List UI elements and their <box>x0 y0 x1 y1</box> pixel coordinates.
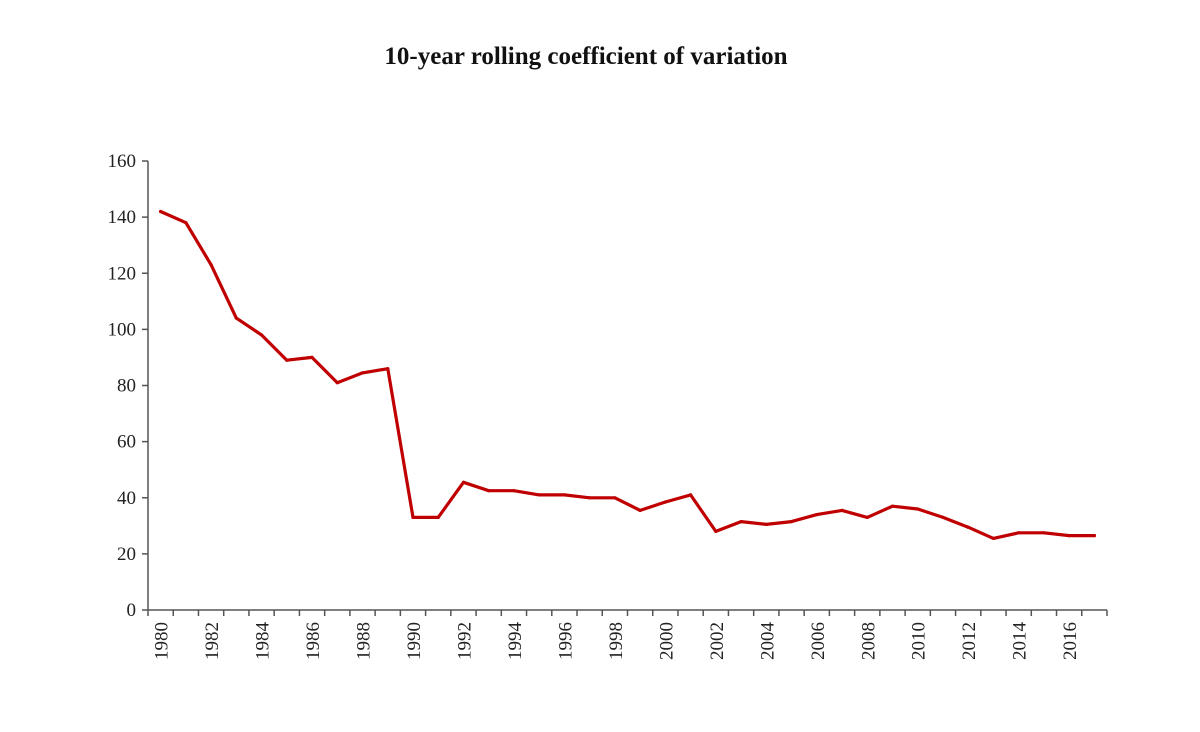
data-point <box>1042 531 1046 535</box>
chart-title: 10-year rolling coefficient of variation <box>384 43 788 70</box>
data-point <box>487 489 491 493</box>
data-point <box>714 529 718 534</box>
x-tick-label: 2004 <box>757 622 778 661</box>
data-point <box>613 496 617 500</box>
data-point <box>1017 531 1021 535</box>
data-point <box>512 489 516 493</box>
data-point <box>865 515 869 520</box>
x-tick-label: 2016 <box>1060 622 1081 660</box>
data-point <box>663 500 668 504</box>
data-point <box>335 381 339 385</box>
x-tick-label: 2006 <box>808 622 829 660</box>
data-point <box>916 507 920 511</box>
data-point <box>840 508 844 512</box>
x-tick-label: 2012 <box>959 622 980 660</box>
data-point <box>386 367 390 371</box>
data-point <box>764 522 768 527</box>
data-point <box>991 536 996 541</box>
data-point <box>562 493 567 497</box>
data-point <box>260 333 264 337</box>
x-tick-label: 1998 <box>606 622 627 660</box>
series-group <box>159 209 1097 541</box>
y-tick-label: 100 <box>108 319 137 340</box>
y-tick-label: 120 <box>108 263 137 284</box>
y-tick-label: 140 <box>108 207 137 228</box>
x-tick-label: 1986 <box>303 622 324 660</box>
data-point <box>184 221 188 225</box>
x-tick-label: 1990 <box>404 622 425 660</box>
data-point <box>461 480 466 484</box>
x-tick-label: 1980 <box>152 622 173 660</box>
data-point <box>411 515 415 520</box>
data-point <box>966 525 970 529</box>
data-point <box>789 520 794 524</box>
data-point <box>537 493 541 497</box>
data-point <box>209 263 213 267</box>
x-tick-label: 2010 <box>909 622 930 660</box>
data-point <box>234 316 238 320</box>
x-tick-label: 2000 <box>656 622 677 660</box>
y-axis: 0 20 40 60 80 100 120 140 160 <box>108 151 149 621</box>
x-tick-label: 1992 <box>454 622 475 660</box>
y-tick-label: 60 <box>117 432 136 453</box>
y-tick-label: 0 <box>127 600 137 621</box>
data-point <box>1092 534 1096 538</box>
x-tick-label: 2008 <box>858 622 879 660</box>
data-point <box>941 515 945 520</box>
data-point <box>285 358 289 362</box>
data-point <box>638 508 642 512</box>
x-tick-label: 1988 <box>354 622 375 660</box>
data-point <box>815 513 819 517</box>
y-tick-label: 80 <box>117 376 136 397</box>
y-tick-label: 160 <box>108 151 137 172</box>
data-point <box>360 371 365 375</box>
x-tick-label: 1994 <box>505 622 526 661</box>
data-point <box>1067 534 1071 538</box>
data-point <box>588 496 592 500</box>
data-point <box>436 515 440 520</box>
x-tick-label: 1982 <box>202 622 223 660</box>
x-tick-label: 1984 <box>253 622 274 661</box>
data-point <box>739 520 743 524</box>
data-point <box>689 493 693 497</box>
x-axis: 1980 1982 1984 1986 1988 1990 1992 1994 1996 1998… <box>147 609 1108 661</box>
data-point <box>890 504 895 508</box>
y-tick-label: 20 <box>117 544 136 565</box>
data-point <box>310 355 314 359</box>
series-line <box>159 209 1097 541</box>
x-tick-label: 2002 <box>707 622 728 660</box>
x-tick-label: 1996 <box>555 622 576 660</box>
x-tick-label: 2014 <box>1010 622 1031 661</box>
data-point <box>159 209 163 214</box>
y-tick-label: 40 <box>117 488 136 509</box>
